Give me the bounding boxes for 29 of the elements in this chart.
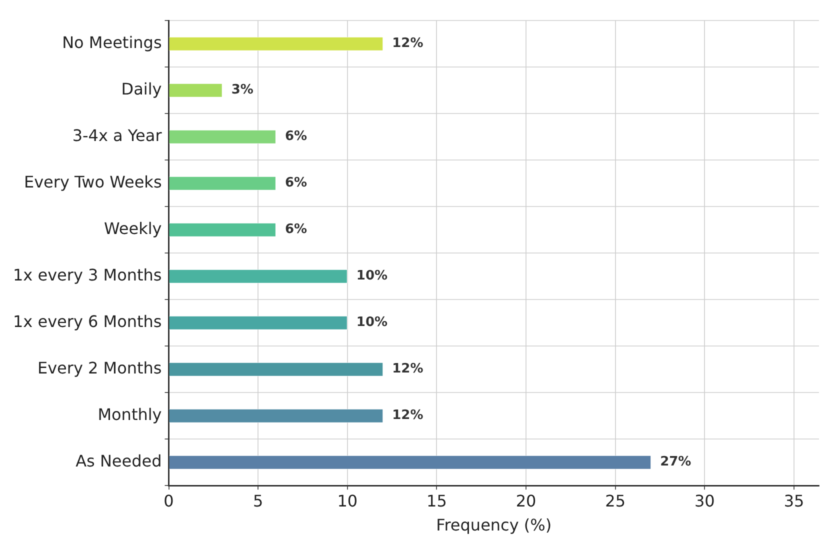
data-label: 10% — [356, 268, 388, 284]
y-tick-label: Weekly — [104, 219, 162, 238]
y-tick-label: Monthly — [98, 405, 162, 424]
data-label: 3% — [231, 82, 254, 98]
x-tick-label: 5 — [252, 491, 264, 510]
y-tick-label: Every 2 Months — [37, 358, 162, 378]
data-label: 12% — [392, 408, 424, 424]
x-tick-label: 30 — [694, 491, 715, 510]
y-tick-label: 1x every 6 Months — [12, 312, 162, 332]
x-tick-label: 15 — [426, 491, 447, 510]
y-tick-label: As Needed — [76, 452, 162, 471]
data-label: 12% — [392, 362, 424, 377]
y-tick-label: 1x every 3 Months — [12, 266, 162, 285]
x-axis-title: Frequency (%) — [436, 516, 552, 535]
y-tick-label: No Meetings — [62, 33, 162, 52]
x-tick-label: 25 — [605, 491, 626, 510]
x-tick-label: 20 — [516, 491, 536, 510]
data-label: 6% — [284, 176, 308, 191]
x-tick-label: 0 — [164, 491, 174, 510]
x-tick-label: 35 — [784, 491, 804, 510]
data-label: 6% — [284, 222, 308, 238]
y-tick-label: 3-4x a Year — [72, 126, 162, 146]
data-label: 10% — [356, 315, 388, 330]
data-label: 6% — [284, 129, 308, 144]
y-tick-label: Daily — [121, 80, 162, 99]
data-label: 12% — [392, 36, 424, 52]
x-tick-label: 10 — [337, 491, 358, 510]
data-label: 27% — [660, 454, 692, 470]
y-tick-label: Every Two Weeks — [24, 172, 162, 192]
